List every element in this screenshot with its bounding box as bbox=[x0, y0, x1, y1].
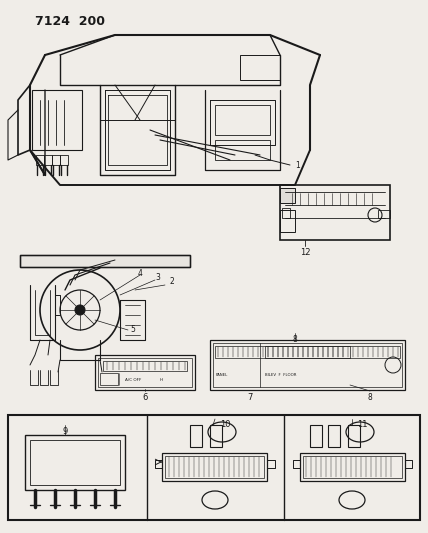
Bar bbox=[210, 340, 405, 390]
Text: 7124  200: 7124 200 bbox=[35, 15, 105, 28]
Text: 12: 12 bbox=[300, 248, 310, 257]
Bar bbox=[165, 456, 264, 478]
Text: PANEL: PANEL bbox=[216, 373, 228, 377]
Bar bbox=[30, 440, 120, 485]
Bar bbox=[280, 210, 295, 232]
Text: BILEV  F  FLOOR: BILEV F FLOOR bbox=[265, 373, 296, 377]
Bar bbox=[280, 185, 390, 240]
Bar bbox=[282, 208, 290, 218]
Bar bbox=[348, 425, 360, 447]
Bar bbox=[60, 155, 68, 165]
Bar bbox=[215, 346, 350, 358]
Text: 5: 5 bbox=[130, 326, 135, 335]
Bar bbox=[378, 210, 390, 218]
Text: HI: HI bbox=[160, 378, 164, 382]
Bar bbox=[25, 435, 125, 490]
Text: 8: 8 bbox=[368, 393, 372, 402]
Bar bbox=[44, 155, 52, 165]
Text: 4: 4 bbox=[138, 269, 143, 278]
Bar bbox=[52, 155, 60, 165]
Text: 9: 9 bbox=[62, 427, 68, 436]
Bar bbox=[98, 358, 192, 387]
Text: 10: 10 bbox=[220, 420, 230, 429]
Bar bbox=[190, 425, 202, 447]
Bar bbox=[215, 140, 270, 160]
Bar bbox=[328, 425, 340, 447]
Bar bbox=[36, 155, 44, 165]
Bar bbox=[300, 453, 405, 481]
Text: 11: 11 bbox=[357, 420, 367, 429]
Text: 7: 7 bbox=[247, 393, 253, 402]
Bar bbox=[213, 343, 402, 387]
Bar bbox=[310, 425, 322, 447]
Bar bbox=[240, 55, 280, 80]
Text: 6: 6 bbox=[143, 393, 148, 402]
Text: A/C OFF: A/C OFF bbox=[125, 378, 141, 382]
Bar bbox=[32, 90, 82, 150]
Bar bbox=[280, 188, 295, 203]
Text: 3: 3 bbox=[155, 273, 160, 282]
Text: 2: 2 bbox=[170, 278, 175, 287]
Text: 8: 8 bbox=[293, 335, 297, 344]
Bar bbox=[20, 255, 190, 267]
Bar bbox=[8, 415, 420, 520]
Bar bbox=[215, 105, 270, 135]
Bar bbox=[265, 346, 400, 358]
Bar bbox=[303, 456, 402, 478]
Bar bbox=[95, 355, 195, 390]
Circle shape bbox=[75, 305, 85, 315]
Bar bbox=[103, 361, 187, 371]
Bar bbox=[100, 373, 118, 385]
Bar bbox=[210, 425, 222, 447]
Text: 1: 1 bbox=[295, 160, 300, 169]
Bar bbox=[162, 453, 267, 481]
